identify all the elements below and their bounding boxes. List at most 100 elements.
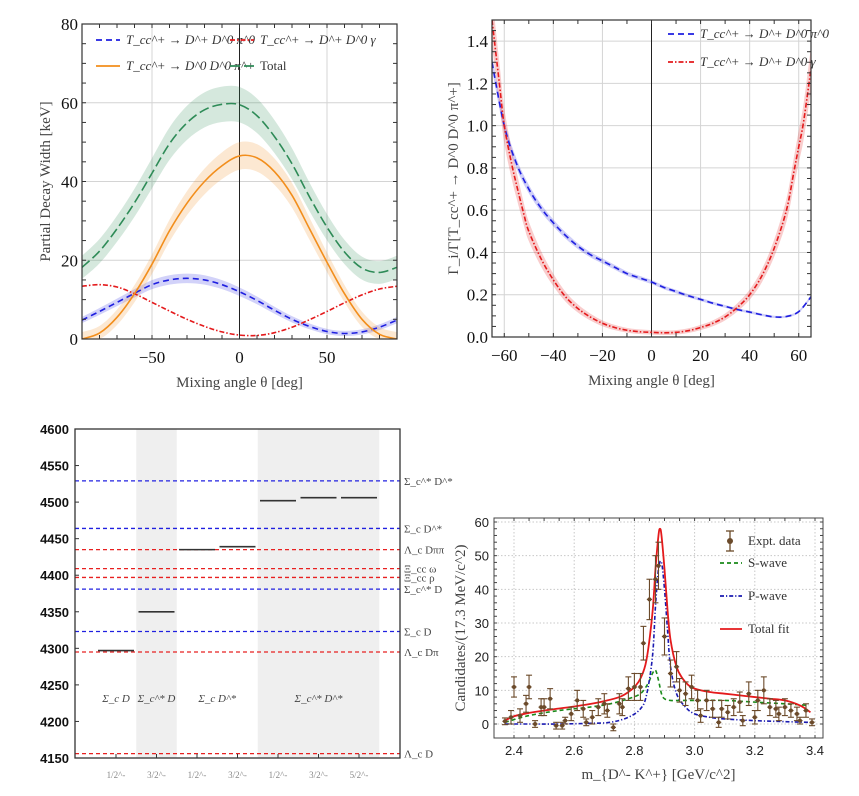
x-tick-label: 2.4	[505, 743, 523, 758]
threshold-label: Λ_c Dπ	[404, 647, 439, 659]
data-marker	[563, 718, 568, 723]
data-point	[532, 720, 539, 728]
legend-marker	[727, 538, 733, 544]
data-point	[601, 693, 608, 715]
data-marker	[560, 723, 565, 728]
data-point	[501, 717, 508, 726]
data-marker	[740, 718, 745, 723]
data-marker	[788, 708, 793, 713]
data-point	[676, 677, 683, 703]
data-marker	[626, 686, 631, 691]
series-line	[82, 102, 397, 274]
data-point	[631, 672, 638, 701]
data-marker	[533, 722, 538, 726]
y-tick-label: 60	[61, 94, 78, 113]
data-marker	[776, 711, 781, 716]
legend-label: Total fit	[748, 621, 790, 636]
y-tick-label: 1.2	[467, 74, 488, 93]
data-point	[526, 674, 533, 700]
y-tick-label: 20	[61, 251, 78, 270]
data-marker	[518, 713, 523, 718]
group-labels: Σ_c D Σ_c^* D Σ_c D^* Σ_c^* D^*	[101, 693, 343, 705]
data-marker	[710, 706, 715, 711]
data-point	[808, 718, 815, 727]
data-marker	[782, 705, 787, 710]
group-shade	[257, 429, 380, 758]
axes-border	[493, 517, 824, 739]
axis-ticks: 2.4 2.6 2.8 3.0 3.2 3.4 0 10 20 30 40 50 60	[475, 515, 825, 758]
data-marker	[584, 720, 589, 725]
data-marker	[569, 711, 574, 716]
y-tick-label: 40	[475, 582, 489, 597]
series-lines	[82, 102, 397, 339]
y-tick-label: 0	[482, 717, 489, 732]
data-point	[802, 703, 809, 718]
x-tick-label: 1/2^-	[269, 770, 288, 780]
data-point	[507, 709, 514, 725]
data-marker	[611, 725, 616, 730]
legend-label: T_cc^+ → D^+ D^0 π^0	[700, 26, 830, 41]
legend-entry: Expt. data	[726, 530, 801, 552]
data-point	[739, 715, 746, 727]
data-point	[715, 716, 722, 728]
data-point	[547, 688, 554, 710]
data-marker	[668, 671, 673, 676]
data-point	[709, 699, 716, 718]
y-tick-label: 0.4	[467, 243, 489, 262]
legend-label: T_cc^+ → D^+ D^0 γ	[700, 54, 817, 69]
data-marker	[605, 708, 610, 713]
group-label: Σ_c^* D	[137, 693, 176, 705]
y-axis-label: Γ_i/Γ[T_cc^+ → D^0 D^0 π^+]	[446, 82, 462, 274]
x-tick-label: 0	[235, 348, 244, 367]
data-point	[652, 555, 659, 604]
data-marker	[602, 701, 607, 706]
data-marker	[548, 696, 553, 701]
data-marker	[803, 708, 808, 713]
data-marker	[689, 684, 694, 689]
axis-ticks: −50 0 50 0 20 40 60 80	[61, 15, 398, 367]
threshold-label: Σ_c^* D	[404, 584, 442, 596]
data-point	[646, 578, 653, 621]
data-marker	[755, 698, 760, 703]
data-marker	[677, 688, 682, 693]
x-tick-label: 60	[790, 346, 807, 365]
data-marker	[746, 691, 751, 696]
data-point	[724, 704, 731, 720]
series-lines	[492, 20, 811, 334]
x-tick-label: 2.8	[625, 743, 643, 758]
data-marker	[698, 713, 703, 718]
data-marker	[704, 698, 709, 703]
panel-dk-mass-spectrum: 2.4 2.6 2.8 3.0 3.2 3.4 0 10 20 30 40 50 60 Expt. da…	[453, 515, 824, 783]
threshold-label: Λ_c D	[404, 749, 433, 761]
x-axis-label: Mixing angle θ [deg]	[176, 375, 303, 391]
y-tick-label: 4350	[40, 605, 69, 620]
x-axis-label: Mixing angle θ [deg]	[588, 373, 715, 389]
y-tick-label: 0.2	[467, 286, 488, 305]
y-tick-label: 40	[61, 173, 78, 192]
data-marker	[524, 701, 529, 706]
x-tick-label: −20	[589, 346, 616, 365]
uncertainty-band	[82, 141, 397, 339]
data-marker	[542, 705, 547, 710]
data-point	[793, 706, 800, 722]
data-point	[745, 681, 752, 707]
fit-line	[504, 560, 810, 725]
data-marker	[752, 715, 757, 720]
data-marker	[773, 706, 778, 711]
legend-label: Total	[260, 58, 287, 73]
data-point	[787, 703, 794, 718]
y-tick-label: 4300	[40, 641, 69, 656]
data-marker	[716, 720, 721, 725]
x-tick-label: 50	[319, 348, 336, 367]
data-point	[766, 698, 773, 717]
data-point	[580, 699, 587, 718]
data-point	[661, 617, 668, 656]
y-tick-label: 30	[475, 616, 489, 631]
data-point	[625, 676, 632, 701]
group-label: Σ_c^* D^*	[294, 693, 343, 705]
data-point	[610, 723, 617, 732]
group-label: Σ_c D^*	[197, 693, 236, 705]
series-line	[492, 62, 811, 318]
